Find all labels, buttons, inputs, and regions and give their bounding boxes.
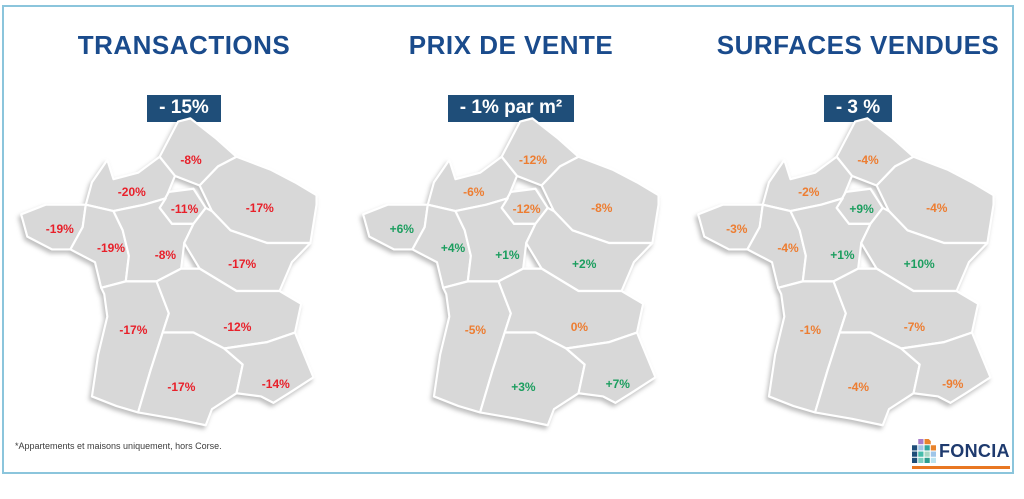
region-value-pays-de-la-loire: -4% (777, 240, 799, 255)
region-value-hauts-de-france: -4% (857, 152, 879, 167)
region-value-paca: -14% (261, 377, 290, 392)
region-value-paca: +7% (605, 377, 630, 392)
region-value-bretagne: +6% (389, 222, 414, 237)
region-occitanie (137, 331, 244, 427)
region-value-ile-de-france: -11% (170, 202, 199, 217)
region-value-normandie: -20% (117, 184, 146, 199)
region-value-paca: -9% (942, 377, 964, 392)
france-map-prix-de-vente: -12% -6% -12% -8% +6% +4% +1% +2% -5% 0% +3% +7% (357, 112, 677, 438)
region-paca (223, 331, 315, 404)
france-map-transactions: -8% -20% -11% -17% -19% -19% -8% -17% -17% -12% -1… (15, 112, 335, 438)
panel-surfaces-vendues: SURFACES VENDUES - 3 % (693, 30, 1023, 122)
region-value-auvergne-rhone-alpes: -7% (903, 320, 926, 335)
region-value-bourgogne-franche-comte: -17% (228, 256, 257, 271)
region-value-nouvelle-aquitaine: -1% (799, 323, 822, 338)
footnote: *Appartements et maisons uniquement, hor… (15, 441, 222, 451)
region-value-bourgogne-franche-comte: +2% (572, 256, 597, 271)
region-value-ile-de-france: -12% (512, 202, 541, 217)
france-outline (697, 117, 995, 427)
region-occitanie (814, 331, 921, 427)
region-value-bourgogne-franche-comte: +10% (903, 256, 935, 271)
region-value-centre-val-de-loire: -8% (154, 247, 177, 262)
region-value-occitanie: -4% (847, 380, 870, 395)
panel-overall-badge: - 3 % (823, 95, 893, 122)
region-value-occitanie: -17% (167, 380, 196, 395)
panel-overall-badge: - 15% (147, 95, 221, 122)
region-value-hauts-de-france: -8% (180, 152, 202, 167)
region-value-ile-de-france: +9% (849, 202, 874, 217)
panel-transactions: TRANSACTIONS - 15% (19, 30, 349, 122)
region-value-centre-val-de-loire: +1% (830, 247, 855, 262)
panel-prix-de-vente: PRIX DE VENTE - 1% par m² (346, 30, 676, 122)
foncia-logo-icon (912, 439, 936, 463)
region-value-occitanie: +3% (511, 380, 536, 395)
region-paca (900, 331, 992, 404)
region-bourgogne-franche-comte (860, 206, 989, 293)
france-outline (362, 117, 660, 427)
region-bourgogne-franche-comte (525, 206, 654, 293)
region-value-centre-val-de-loire: +1% (495, 247, 520, 262)
region-value-pays-de-la-loire: -19% (96, 240, 126, 255)
region-value-normandie: -6% (463, 184, 485, 199)
region-value-normandie: -2% (798, 184, 820, 199)
region-value-hauts-de-france: -12% (518, 152, 548, 167)
region-paca (565, 331, 657, 404)
region-value-nouvelle-aquitaine: -5% (464, 323, 487, 338)
region-value-auvergne-rhone-alpes: 0% (570, 320, 589, 335)
foncia-logo: FONCIA (912, 439, 1010, 469)
panel-title: TRANSACTIONS (77, 30, 291, 60)
region-value-nouvelle-aquitaine: -17% (119, 323, 148, 338)
region-value-bretagne: -19% (45, 222, 74, 237)
region-occitanie (479, 331, 586, 427)
panel-title: PRIX DE VENTE (408, 30, 614, 60)
region-bourgogne-franche-comte (183, 206, 312, 293)
region-value-grand-est: -4% (926, 201, 948, 216)
region-value-grand-est: -8% (591, 201, 613, 216)
region-value-pays-de-la-loire: +4% (440, 240, 466, 255)
panel-title: SURFACES VENDUES (716, 30, 1000, 60)
region-value-grand-est: -17% (245, 201, 274, 216)
foncia-wordmark: FONCIA (939, 440, 1010, 461)
region-value-bretagne: -3% (726, 222, 748, 237)
panel-overall-badge: - 1% par m² (447, 95, 575, 122)
france-map-surfaces-vendues: -4% -2% +9% -4% -3% -4% +1% +10% -1% -7% -4% -9% (692, 112, 1012, 438)
france-outline (20, 117, 318, 427)
region-value-auvergne-rhone-alpes: -12% (223, 320, 252, 335)
